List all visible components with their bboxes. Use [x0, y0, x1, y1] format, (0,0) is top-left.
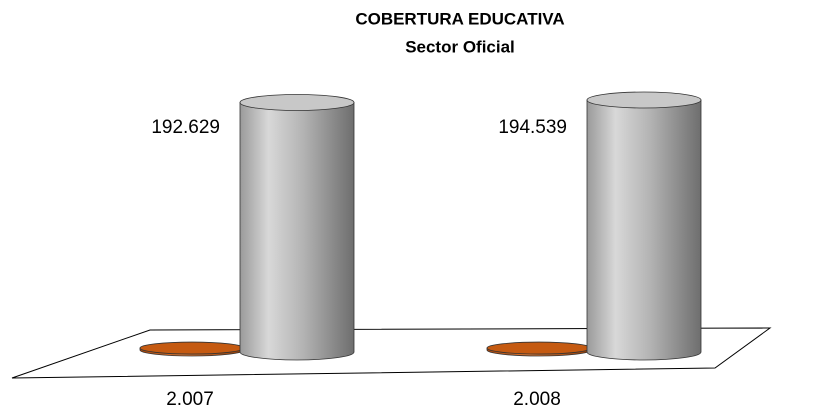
bar: [239, 102, 355, 361]
floor: [11, 327, 772, 379]
bar-top: [486, 341, 592, 355]
cylinder: [586, 91, 702, 361]
cylinder: [139, 341, 245, 357]
cylinder: [239, 94, 355, 361]
bar: [586, 99, 702, 361]
x-tick-label: 2.008: [513, 389, 561, 410]
value-label: 192.629: [151, 117, 220, 138]
x-tick-label: 2.007: [166, 389, 214, 410]
chart-title: COBERTURA EDUCATIVA: [355, 9, 564, 28]
bar-top: [139, 341, 245, 355]
cylinder: [486, 341, 592, 357]
value-label: 194.539: [498, 117, 567, 138]
chart-subtitle: Sector Oficial: [405, 37, 515, 56]
bar-top: [586, 91, 702, 109]
bar-top: [239, 94, 355, 111]
